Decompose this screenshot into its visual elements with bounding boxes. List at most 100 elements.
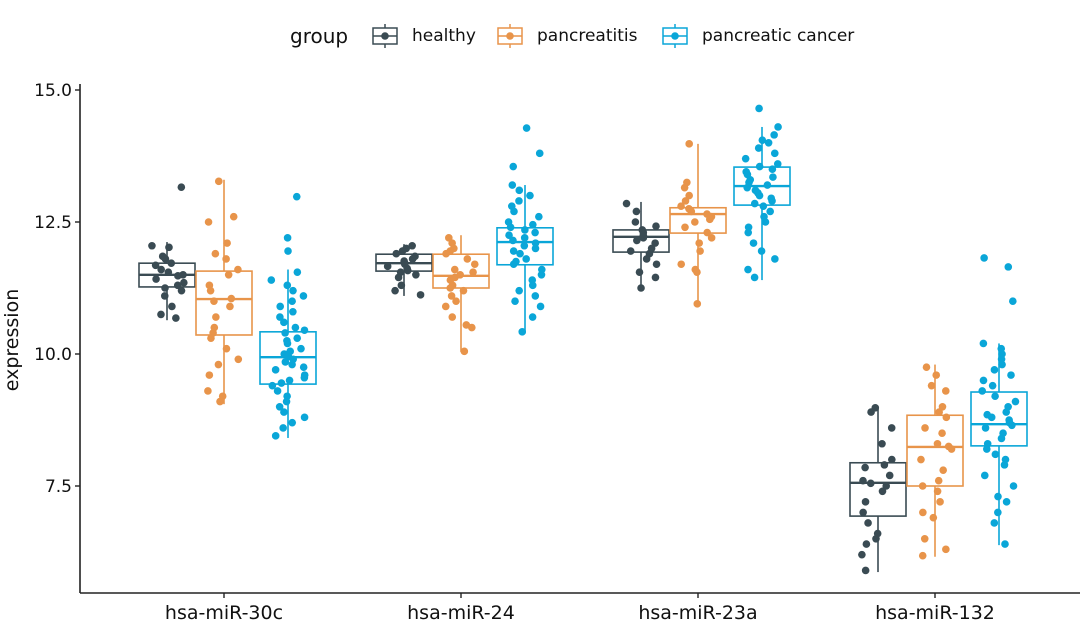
data-point-pancreatitis [695, 239, 703, 247]
data-point-pancreatitis [448, 313, 457, 321]
data-point-pancreatitis [214, 177, 223, 186]
data-point-pancreatitis [696, 247, 704, 255]
data-point-pancreatic-cancer [293, 268, 302, 276]
data-point-pancreatic-cancer [531, 228, 539, 237]
legend-point [506, 32, 514, 40]
data-point-pancreatitis [227, 294, 236, 303]
data-point-healthy [167, 259, 176, 267]
data-point-healthy [633, 236, 641, 245]
data-point-pancreatitis [927, 381, 936, 390]
box-iqr [970, 391, 1028, 447]
data-point-healthy [383, 262, 392, 271]
data-point-pancreatitis [706, 215, 714, 224]
data-point-pancreatic-cancer [987, 413, 996, 422]
x-tick-label: hsa-miR-24 [407, 602, 515, 624]
data-point-pancreatitis [939, 466, 947, 474]
data-point-pancreatitis [470, 260, 479, 269]
data-point-pancreatitis [222, 344, 231, 353]
data-point-healthy [168, 302, 176, 311]
data-point-pancreatic-cancer [277, 379, 286, 387]
legend-label-pancreatitis: pancreatitis [537, 26, 638, 46]
x-tick-label: hsa-miR-23a [638, 602, 757, 624]
data-point-pancreatitis [204, 218, 213, 226]
data-point-pancreatic-cancer [1002, 408, 1011, 416]
data-point-pancreatitis [921, 424, 929, 432]
data-point-pancreatic-cancer [990, 366, 999, 374]
data-point-pancreatitis [677, 202, 685, 210]
box-healthy [612, 199, 670, 292]
data-point-pancreatitis [703, 228, 711, 237]
data-point-pancreatic-cancer [763, 181, 772, 189]
data-point-pancreatic-cancer [535, 212, 543, 221]
data-point-pancreatic-cancer [749, 239, 758, 247]
data-point-pancreatitis [211, 249, 220, 258]
data-point-healthy [862, 540, 871, 548]
data-point-pancreatitis [922, 363, 931, 372]
x-axis: hsa-miR-30c hsa-miR-24 hsa-miR-23a hsa-miR-… [80, 592, 1080, 624]
data-point-pancreatic-cancer [280, 408, 288, 416]
data-point-pancreatitis [204, 387, 212, 395]
data-point-pancreatitis [460, 347, 469, 356]
data-point-pancreatic-cancer [292, 192, 301, 201]
data-point-pancreatic-cancer [988, 381, 997, 390]
data-point-healthy [652, 222, 660, 231]
y-axis: 7.5 10.0 12.5 15.0 [34, 81, 81, 593]
data-point-healthy [160, 292, 169, 300]
data-point-healthy [157, 310, 165, 319]
data-point-pancreatitis [932, 371, 941, 379]
data-point-healthy [173, 281, 182, 290]
data-point-pancreatic-cancer [509, 162, 518, 171]
data-point-pancreatic-cancer [275, 403, 284, 411]
data-point-healthy [408, 255, 417, 263]
data-point-pancreatic-cancer [510, 207, 518, 216]
data-point-healthy [398, 247, 407, 255]
data-point-pancreatic-cancer [980, 471, 989, 480]
legend-label-healthy: healthy [412, 26, 476, 46]
data-point-pancreatic-cancer [281, 358, 290, 366]
legend-key-pancreatitis [497, 24, 523, 48]
data-point-pancreatic-cancer [743, 183, 751, 192]
data-point-healthy [642, 255, 651, 263]
box-pancreatitis [669, 140, 727, 308]
data-point-pancreatic-cancer [293, 334, 302, 342]
box-healthy [138, 183, 196, 322]
data-point-pancreatitis [687, 207, 696, 216]
data-point-pancreatitis [447, 292, 456, 300]
box-pancreatitis [195, 177, 253, 406]
data-point-pancreatic-cancer [768, 165, 777, 173]
data-point-healthy [152, 275, 160, 283]
data-point-pancreatitis [234, 265, 242, 274]
data-point-pancreatic-cancer [520, 234, 529, 242]
data-point-pancreatic-cancer [508, 181, 517, 189]
data-point-pancreatic-cancer [516, 249, 524, 258]
data-point-pancreatic-cancer [288, 360, 296, 369]
data-point-pancreatitis [226, 302, 234, 311]
data-point-healthy [408, 241, 416, 250]
data-point-pancreatic-cancer [526, 191, 534, 200]
data-point-pancreatic-cancer [769, 173, 777, 181]
data-point-pancreatic-cancer [273, 387, 282, 395]
data-point-pancreatic-cancer [773, 160, 782, 168]
data-point-healthy [412, 271, 420, 279]
y-tick-label: 10.0 [34, 345, 72, 365]
data-point-pancreatic-cancer [268, 381, 277, 390]
data-point-pancreatic-cancer [300, 326, 309, 335]
box-iqr [849, 461, 907, 517]
legend-point [381, 32, 389, 40]
data-point-pancreatic-cancer [766, 207, 774, 216]
data-point-healthy [632, 207, 641, 216]
data-point-pancreatitis [216, 397, 224, 406]
data-point-pancreatic-cancer [771, 255, 779, 263]
data-point-healthy [864, 519, 872, 527]
data-point-pancreatitis [207, 334, 215, 342]
data-point-pancreatic-cancer [283, 234, 292, 242]
data-point-healthy [872, 535, 880, 543]
data-point-healthy [157, 265, 165, 274]
data-point-pancreatic-cancer [511, 297, 519, 306]
data-point-pancreatitis [920, 535, 929, 543]
data-point-healthy [397, 281, 406, 290]
data-point-pancreatic-cancer [750, 199, 759, 208]
data-point-pancreatic-cancer [755, 191, 764, 200]
data-point-pancreatic-cancer [1007, 371, 1015, 379]
data-point-pancreatic-cancer [979, 339, 988, 348]
